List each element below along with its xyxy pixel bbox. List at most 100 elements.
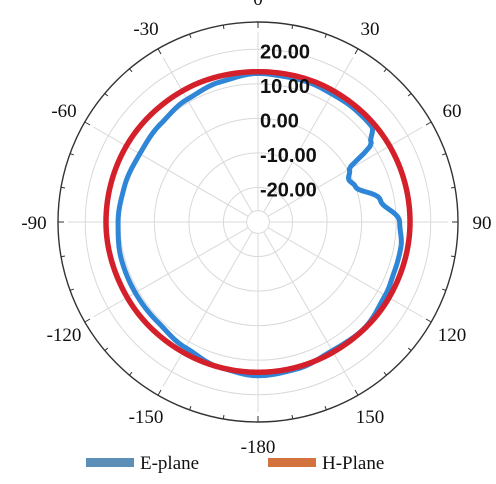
data-point-e-plane xyxy=(219,81,222,83)
angle-tick xyxy=(84,318,91,323)
angle-tick xyxy=(60,255,66,258)
angle-tick xyxy=(442,288,447,291)
data-point-e-plane xyxy=(393,271,395,273)
polar-grid xyxy=(57,21,459,423)
angle-tick-label: 150 xyxy=(356,407,385,428)
angle-tick xyxy=(425,318,432,323)
data-point-h-plane xyxy=(181,90,183,92)
data-point-h-plane xyxy=(333,90,335,92)
grid-spoke xyxy=(267,126,423,217)
data-point-e-plane xyxy=(117,221,119,223)
angle-tick-label: -150 xyxy=(129,407,164,428)
data-point-e-plane xyxy=(120,258,122,260)
grid-spoke xyxy=(263,231,354,387)
angle-tick xyxy=(450,186,456,189)
data-point-e-plane xyxy=(134,292,136,294)
angle-tick xyxy=(129,371,133,376)
angle-tick xyxy=(104,347,109,351)
data-point-e-plane xyxy=(348,168,350,170)
data-point-e-plane xyxy=(157,321,159,323)
angle-tick-label: -120 xyxy=(47,325,82,346)
angle-tick xyxy=(69,288,74,291)
angle-tick xyxy=(189,33,192,38)
data-point-h-plane xyxy=(389,145,391,147)
angle-tick xyxy=(383,68,387,73)
data-point-h-plane xyxy=(257,371,259,373)
angle-tick xyxy=(84,121,91,126)
angle-tick-label: 0 xyxy=(253,0,263,10)
angle-tick xyxy=(450,255,456,258)
angle-tick-label: 90 xyxy=(473,213,492,234)
grid-spoke xyxy=(93,227,249,318)
grid-ring xyxy=(246,210,270,234)
angle-tick xyxy=(104,93,109,97)
angle-tick-labels: 0 30 60 90 120 150 -180 -150 -120 -90 -60 -30 xyxy=(21,0,491,458)
data-point-e-plane xyxy=(184,347,187,349)
data-point-h-plane xyxy=(409,221,411,223)
angle-tick xyxy=(157,48,162,55)
angle-tick xyxy=(291,414,294,420)
angle-tick-label: -90 xyxy=(21,213,46,234)
data-point-h-plane xyxy=(125,145,127,147)
angle-tick xyxy=(189,406,192,411)
angle-tick xyxy=(60,186,66,189)
data-point-e-plane xyxy=(371,125,373,128)
data-point-e-plane xyxy=(257,375,259,377)
radial-tick-label: -10.00 xyxy=(260,145,317,167)
angle-tick xyxy=(291,24,294,30)
angle-tick xyxy=(407,347,412,351)
grid-spoke xyxy=(162,231,253,387)
angle-tick xyxy=(324,33,327,38)
angle-tick-label: -60 xyxy=(51,101,76,122)
angle-tick xyxy=(425,121,432,126)
angle-tick xyxy=(442,153,447,156)
legend-swatch-e-plane xyxy=(86,458,134,467)
data-point-h-plane xyxy=(126,296,128,299)
data-point-h-plane xyxy=(257,71,259,73)
data-point-e-plane xyxy=(348,179,350,181)
radial-tick-labels: 20.00 10.00 0.00 -10.00 -20.00 xyxy=(260,41,317,201)
angle-tick xyxy=(222,414,225,420)
legend: E-plane H-Plane xyxy=(86,453,384,474)
data-point-h-plane xyxy=(182,351,184,353)
data-point-e-plane xyxy=(400,246,402,248)
radial-tick-label: 10.00 xyxy=(260,76,310,98)
angle-tick xyxy=(354,389,359,396)
legend-label-e-plane: E-plane xyxy=(140,453,199,474)
data-point-e-plane xyxy=(399,221,401,223)
grid-spoke xyxy=(267,227,423,318)
data-point-e-plane xyxy=(379,199,382,201)
angle-tick xyxy=(383,371,387,376)
data-point-e-plane xyxy=(354,185,356,188)
angle-tick-label: 30 xyxy=(361,19,380,40)
grid-spoke xyxy=(263,57,354,213)
grid-spoke xyxy=(162,57,253,213)
data-point-h-plane xyxy=(105,221,107,223)
angle-tick xyxy=(129,68,133,73)
angle-tick-label: 120 xyxy=(438,325,467,346)
legend-label-h-plane: H-Plane xyxy=(322,453,384,474)
angle-tick xyxy=(222,24,225,30)
data-point-h-plane xyxy=(388,297,390,299)
data-point-e-plane xyxy=(159,123,161,125)
data-point-h-plane xyxy=(332,351,334,353)
angle-tick xyxy=(324,406,327,411)
data-point-e-plane xyxy=(370,142,372,144)
series-group xyxy=(103,68,413,379)
radial-tick-label: -20.00 xyxy=(260,180,317,202)
angle-tick-label: -180 xyxy=(241,437,276,458)
radial-tick-label: 0.00 xyxy=(260,110,299,132)
data-point-e-plane xyxy=(384,294,386,297)
angle-tick xyxy=(157,389,162,396)
radial-tick-label: 20.00 xyxy=(260,41,310,63)
angle-tick xyxy=(407,93,412,97)
data-point-e-plane xyxy=(186,98,188,100)
data-point-e-plane xyxy=(139,153,141,155)
angle-tick-label: -30 xyxy=(133,19,158,40)
data-point-e-plane xyxy=(331,93,333,95)
grid-spoke xyxy=(93,126,249,217)
data-point-e-plane xyxy=(123,185,126,187)
angle-tick-label: 60 xyxy=(443,101,462,122)
angle-tick xyxy=(354,48,359,55)
